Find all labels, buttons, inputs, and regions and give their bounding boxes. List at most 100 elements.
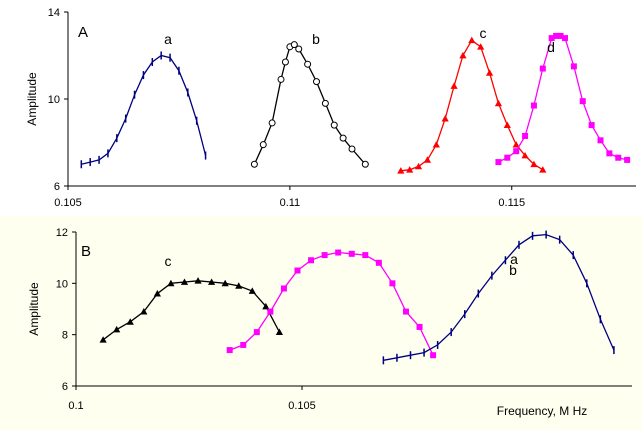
data-point bbox=[290, 41, 298, 49]
panel-background bbox=[0, 0, 642, 200]
data-point bbox=[562, 35, 568, 42]
series-line bbox=[383, 233, 615, 361]
data-point bbox=[226, 347, 233, 354]
series-a: a bbox=[382, 230, 615, 365]
data-point bbox=[513, 148, 520, 155]
chart-panel-A: 6 10 14 0.105 0.11 0.115 Amplitude A a b c d bbox=[0, 0, 642, 209]
data-point bbox=[221, 279, 229, 287]
data-point bbox=[530, 160, 538, 168]
series-label: c bbox=[165, 253, 172, 269]
data-point bbox=[548, 35, 555, 42]
data-point bbox=[416, 323, 423, 330]
data-point bbox=[504, 154, 511, 161]
y-tick-label: 6 bbox=[54, 181, 60, 193]
data-point bbox=[304, 60, 312, 68]
data-point bbox=[375, 259, 382, 266]
data-point bbox=[495, 159, 502, 166]
data-point bbox=[308, 257, 315, 264]
series-b: b bbox=[226, 249, 517, 359]
y-tick-label: 10 bbox=[56, 278, 68, 290]
series-label: b bbox=[312, 31, 320, 47]
data-point bbox=[522, 132, 529, 139]
y-tick-label: 6 bbox=[62, 381, 68, 393]
data-point bbox=[557, 32, 564, 39]
data-point bbox=[485, 69, 494, 76]
series-line bbox=[102, 280, 280, 341]
data-point bbox=[430, 352, 437, 359]
data-point bbox=[235, 282, 243, 289]
panel-background bbox=[0, 216, 642, 430]
data-point bbox=[262, 302, 270, 310]
data-point bbox=[406, 166, 414, 173]
data-point bbox=[553, 32, 560, 39]
data-point bbox=[397, 167, 405, 174]
data-point bbox=[624, 156, 631, 163]
data-point bbox=[348, 145, 356, 153]
series-a: a bbox=[80, 31, 207, 169]
data-point bbox=[494, 99, 503, 107]
data-point bbox=[268, 119, 276, 127]
data-point bbox=[597, 137, 604, 144]
series-label: a bbox=[510, 251, 518, 267]
x-tick-label: 0.1 bbox=[68, 400, 83, 412]
data-point bbox=[281, 58, 289, 66]
data-point bbox=[521, 151, 529, 159]
data-point bbox=[140, 307, 148, 315]
x-tick-label: 0.105 bbox=[288, 400, 316, 412]
series-d: d bbox=[495, 32, 631, 166]
data-point bbox=[280, 285, 287, 292]
data-point bbox=[253, 329, 260, 336]
data-point bbox=[579, 98, 586, 105]
series-b: b bbox=[250, 31, 369, 168]
data-point bbox=[539, 166, 547, 173]
data-point bbox=[267, 308, 274, 315]
panel-label: A bbox=[78, 24, 88, 41]
data-point bbox=[530, 102, 537, 109]
y-tick-label: 14 bbox=[48, 7, 60, 19]
data-point bbox=[450, 82, 458, 89]
data-point bbox=[167, 279, 175, 287]
y-axis-label: Amplitude bbox=[25, 72, 39, 126]
data-point bbox=[248, 287, 256, 294]
data-point bbox=[259, 141, 267, 149]
y-tick-label: 10 bbox=[48, 94, 60, 106]
data-point bbox=[459, 51, 467, 59]
series-label: d bbox=[547, 39, 555, 55]
data-point bbox=[335, 249, 342, 256]
data-point bbox=[441, 114, 449, 122]
data-point bbox=[402, 308, 409, 315]
panel-label: B bbox=[81, 243, 91, 260]
data-point bbox=[503, 121, 511, 128]
x-tick-label: 0.115 bbox=[498, 197, 525, 209]
x-tick-label: 0.11 bbox=[280, 197, 301, 209]
data-point bbox=[113, 325, 121, 333]
chart-panel-B: 6 8 10 12 0.1 0.105 Amplitude Frequency, M Hz Bc… bbox=[0, 216, 642, 430]
data-point bbox=[570, 63, 577, 70]
data-point bbox=[295, 45, 303, 53]
x-tick-label: 0.105 bbox=[54, 197, 82, 209]
data-point bbox=[512, 141, 520, 148]
data-point bbox=[339, 134, 347, 142]
y-tick-label: 12 bbox=[56, 227, 68, 239]
data-point bbox=[277, 75, 285, 83]
data-point bbox=[432, 141, 440, 148]
data-point bbox=[468, 36, 476, 44]
data-point bbox=[615, 154, 622, 161]
data-point bbox=[539, 65, 546, 72]
data-point bbox=[423, 156, 432, 163]
data-point bbox=[250, 160, 258, 168]
y-axis-label: Amplitude bbox=[27, 282, 41, 336]
data-point bbox=[126, 318, 134, 325]
series-line bbox=[229, 251, 434, 356]
x-axis-label: Frequency, M Hz bbox=[497, 404, 587, 418]
data-point bbox=[180, 278, 189, 285]
data-point bbox=[361, 160, 369, 168]
data-point bbox=[477, 43, 485, 50]
data-point bbox=[362, 252, 369, 259]
data-point bbox=[208, 278, 216, 285]
series-c: c bbox=[99, 253, 284, 343]
series-label: b bbox=[509, 262, 517, 278]
series-label: c bbox=[480, 25, 487, 41]
